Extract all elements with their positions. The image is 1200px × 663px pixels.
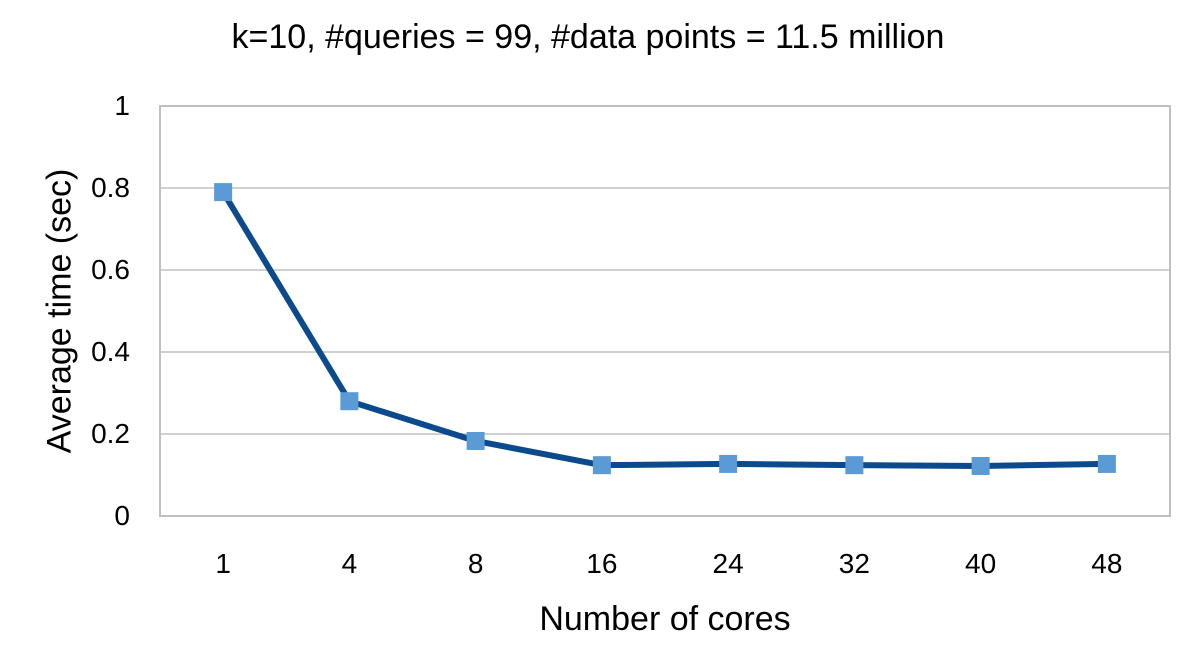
series-markers bbox=[214, 183, 1116, 475]
y-tick-label: 0.8 bbox=[91, 172, 130, 203]
data-point-marker bbox=[340, 392, 359, 411]
x-tick-label: 8 bbox=[467, 548, 484, 579]
data-point-marker bbox=[719, 454, 738, 473]
x-tick-label: 24 bbox=[712, 548, 744, 579]
plot-frame bbox=[159, 105, 1171, 517]
x-axis-label: Number of cores bbox=[539, 600, 791, 638]
y-tick-label: 1 bbox=[114, 90, 130, 121]
y-tick-label: 0.2 bbox=[91, 418, 130, 449]
x-tick-label: 1 bbox=[215, 548, 231, 579]
data-point-marker bbox=[592, 456, 611, 475]
data-point-marker bbox=[845, 456, 864, 475]
series-line bbox=[220, 190, 1107, 469]
data-point-marker bbox=[466, 431, 485, 450]
data-point-marker bbox=[1097, 454, 1116, 473]
y-tick-label: 0.6 bbox=[91, 254, 130, 285]
data-point-marker bbox=[971, 456, 990, 475]
y-tick-label: 0.4 bbox=[91, 336, 130, 367]
x-tick-label: 32 bbox=[838, 548, 870, 579]
x-tick-label: 16 bbox=[586, 548, 618, 579]
chart-title: k=10, #queries = 99, #data points = 11.5… bbox=[0, 18, 1200, 57]
chart-title-text: k=10, #queries = 99, #data points = 11.5… bbox=[231, 18, 945, 56]
data-point-marker bbox=[214, 183, 233, 202]
x-tick-label: 40 bbox=[965, 548, 997, 579]
x-tick-label: 48 bbox=[1091, 548, 1123, 579]
gridlines bbox=[160, 187, 1170, 435]
y-tick-label: 0 bbox=[114, 500, 130, 531]
x-tick-label: 4 bbox=[341, 548, 358, 579]
